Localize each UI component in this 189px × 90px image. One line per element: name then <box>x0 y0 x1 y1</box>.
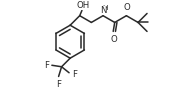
Text: H: H <box>102 5 107 11</box>
Text: N: N <box>100 6 106 15</box>
Text: OH: OH <box>76 1 89 10</box>
Text: O: O <box>124 3 131 12</box>
Text: O: O <box>111 35 117 44</box>
Text: F: F <box>56 80 61 89</box>
Text: F: F <box>44 61 49 70</box>
Text: F: F <box>72 70 77 79</box>
